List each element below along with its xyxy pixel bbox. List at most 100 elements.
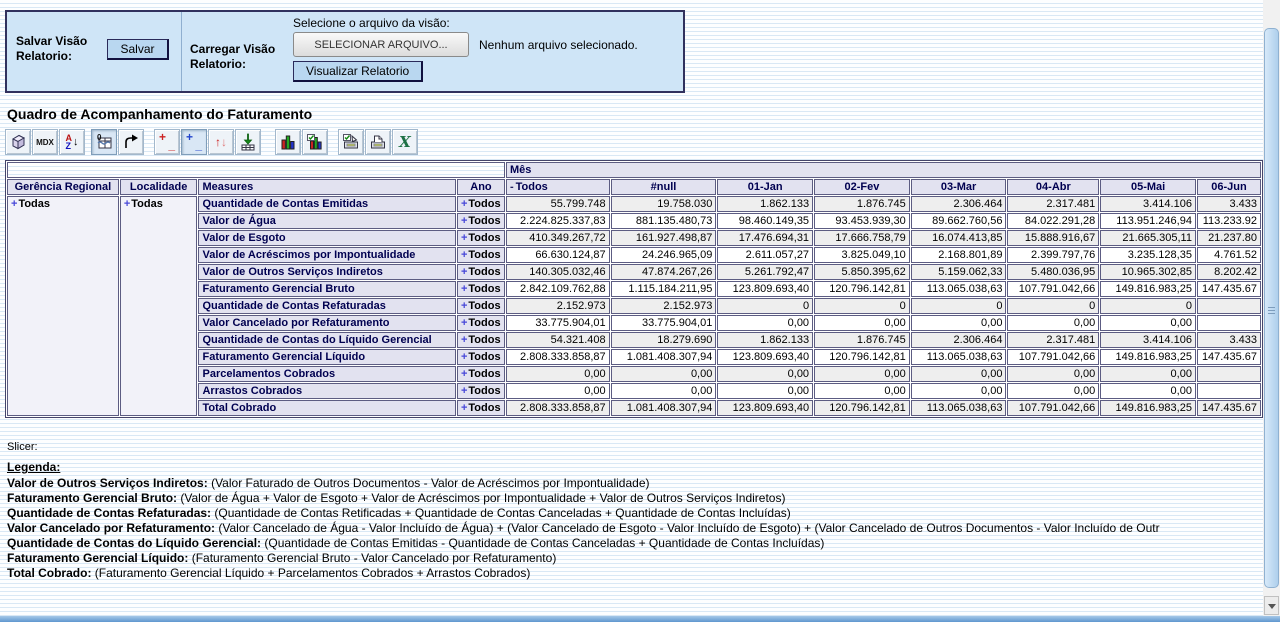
mdx-editor-button[interactable]: MDX [32,129,58,155]
expand-icon[interactable]: + [123,198,131,210]
value-cell: 33.775.904,01 [610,315,717,331]
value-cell: 89.662.760,56 [910,213,1007,229]
value-cell: 147.435.67 [1196,349,1261,365]
measure-label[interactable]: Valor de Água [198,213,456,229]
ano-member-cell: +Todos [456,366,505,382]
measure-label[interactable]: Valor de Acréscimos por Impontualidade [198,247,456,263]
measure-label[interactable]: Arrastos Cobrados [198,383,456,399]
value-cell: 107.791.042,66 [1007,400,1100,416]
measure-label[interactable]: Faturamento Gerencial Bruto [198,281,456,297]
swap-axes-icon [125,134,138,148]
legend-item: Quantidade de Contas do Líquido Gerencia… [7,536,825,550]
ano-member-cell: +Todos [456,247,505,263]
ano-member-cell: +Todos [456,315,505,331]
value-cell: 1.862.133 [717,196,814,212]
expand-icon[interactable]: + [460,368,468,380]
hide-spans-button[interactable]: + _ [154,129,180,155]
value-cell: 147.435.67 [1196,281,1261,297]
expand-icon[interactable]: + [460,334,468,346]
value-cell: 0,00 [717,315,814,331]
collapse-icon[interactable]: - [509,181,514,193]
value-cell: 881.135.480,73 [610,213,717,229]
value-cell: 3.414.106 [1100,196,1196,212]
select-file-button[interactable]: SELECIONAR ARQUIVO... [293,32,469,57]
value-cell: 1.081.408.307,94 [610,400,717,416]
value-cell: 5.480.036,95 [1007,264,1100,280]
measure-label[interactable]: Valor de Esgoto [198,230,456,246]
suppress-empty-button[interactable]: ↑↓ [208,129,234,155]
measure-label[interactable]: Total Cobrado [198,400,456,416]
expand-icon[interactable]: + [11,198,18,210]
value-cell: 2.317.481 [1007,196,1100,212]
expand-icon[interactable]: + [460,351,468,363]
value-cell: 0,00 [1007,315,1100,331]
value-cell: 3.414.106 [1100,332,1196,348]
swap-axes-button[interactable] [118,129,144,155]
expand-icon[interactable]: + [460,283,468,295]
save-button[interactable]: Salvar [107,39,169,60]
value-cell: 2.808.333.858,87 [505,349,610,365]
value-cell: 120.796.142,81 [814,281,910,297]
view-report-button[interactable]: Visualizar Relatorio [293,61,424,82]
value-cell: 113.065.038,63 [910,349,1007,365]
show-parent-members-button[interactable]: 0 [91,129,117,155]
expand-icon[interactable]: + [460,198,468,210]
value-cell: 123.809.693,40 [717,400,814,416]
drill-through-button[interactable] [235,129,261,155]
value-cell: 2.306.464 [910,196,1007,212]
col-header-jan: 01-Jan [717,179,814,195]
value-cell: 0 [814,298,910,314]
expand-icon[interactable]: + [460,385,468,397]
col-header-ano: Ano [456,179,505,195]
ano-member-cell: +Todos [456,400,505,416]
table-row: Quantidade de Contas Refaturadas +Todos … [7,298,1261,314]
value-cell: 0,00 [717,383,814,399]
expand-icon[interactable]: + [460,317,468,329]
show-properties-button[interactable]: + _ [181,129,207,155]
measure-label[interactable]: Quantidade de Contas Refaturadas [198,298,456,314]
horizontal-scrollbar-thumb[interactable] [0,616,1280,622]
col-header-todos: - Todos [505,179,610,195]
expand-icon[interactable]: + [460,300,468,312]
value-cell: 0,00 [1007,366,1100,382]
value-cell: 19.758.030 [610,196,717,212]
value-cell: 16.074.413,85 [910,230,1007,246]
col-header-measures: Measures [198,179,456,195]
expand-icon[interactable]: + [460,402,468,414]
expand-icon[interactable]: + [460,232,468,244]
measure-label[interactable]: Parcelamentos Cobrados [198,366,456,382]
measure-label[interactable]: Quantidade de Contas Emitidas [198,196,456,212]
corner-cell [7,162,505,178]
expand-icon[interactable]: + [460,215,468,227]
scroll-down-button[interactable] [1264,596,1279,615]
measure-label[interactable]: Valor de Outros Serviços Indiretos [198,264,456,280]
legend-item: Valor de Outros Serviços Indiretos: (Val… [7,476,650,490]
table-row: Valor de Água +Todos 2.224.825.337,83 88… [7,213,1261,229]
vertical-scrollbar-thumb[interactable] [1264,28,1279,588]
measure-label[interactable]: Valor Cancelado por Refaturamento [198,315,456,331]
vertical-scrollbar[interactable] [1263,0,1280,622]
expand-icon[interactable]: + [460,266,468,278]
ano-member-cell: +Todos [456,383,505,399]
expand-icon[interactable]: + [460,249,468,261]
measure-label[interactable]: Quantidade de Contas do Líquido Gerencia… [198,332,456,348]
show-chart-button[interactable] [275,129,301,155]
value-cell: 0,00 [717,366,814,382]
col-header-localidade: Localidade [119,179,198,195]
print-button[interactable] [365,129,391,155]
value-cell: 0 [1007,298,1100,314]
export-excel-button[interactable]: X [392,129,418,155]
col-header-null: #null [610,179,717,195]
table-row: Quantidade de Contas do Líquido Gerencia… [7,332,1261,348]
chart-config-button[interactable] [302,129,328,155]
value-cell: 107.791.042,66 [1007,281,1100,297]
measure-label[interactable]: Faturamento Gerencial Líquido [198,349,456,365]
file-prompt-label: Selecione o arquivo da visão: [293,16,450,30]
print-config-button[interactable] [338,129,364,155]
value-cell: 410.349.267,72 [505,230,610,246]
cube-navigator-button[interactable] [5,129,31,155]
value-cell: 17.666.758,79 [814,230,910,246]
suppress-empty-icon: ↑↓ [215,135,227,149]
value-cell: 33.775.904,01 [505,315,610,331]
sort-settings-button[interactable]: A Z ↓ [59,129,85,155]
